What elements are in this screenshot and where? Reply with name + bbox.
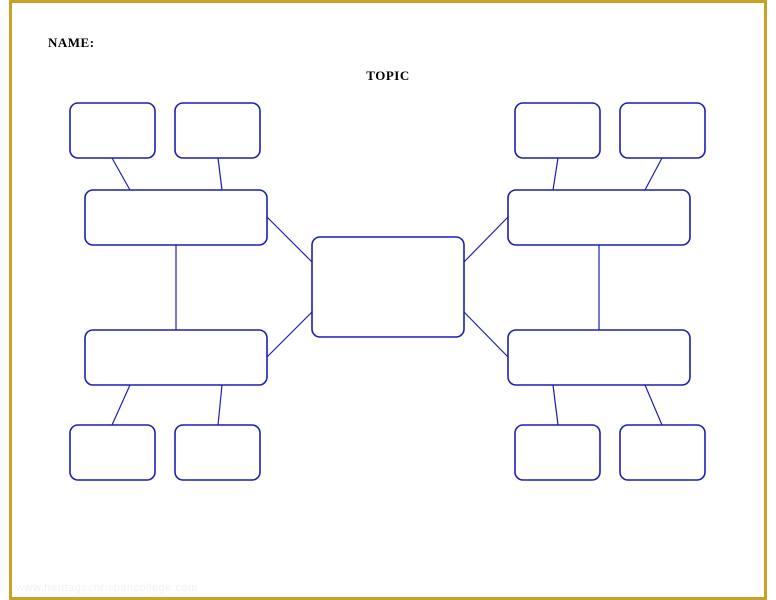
node-l_mid_top bbox=[85, 190, 267, 245]
concept-map-diagram bbox=[0, 0, 776, 600]
node-l_mid_bot bbox=[85, 330, 267, 385]
edge bbox=[645, 158, 662, 190]
edge bbox=[218, 385, 222, 425]
edge bbox=[267, 312, 312, 357]
node-center bbox=[312, 237, 464, 337]
watermark: www.heritagechristiancollege.com bbox=[16, 582, 198, 594]
edge bbox=[267, 217, 312, 262]
edge bbox=[112, 158, 130, 190]
edge bbox=[464, 217, 508, 262]
node-r_top_1 bbox=[515, 103, 600, 158]
node-l_top_1 bbox=[70, 103, 155, 158]
node-r_top_2 bbox=[620, 103, 705, 158]
node-l_top_2 bbox=[175, 103, 260, 158]
edge bbox=[645, 385, 662, 425]
edge bbox=[112, 385, 130, 425]
node-r_bot_2 bbox=[620, 425, 705, 480]
edge bbox=[464, 312, 508, 357]
node-r_mid_bot bbox=[508, 330, 690, 385]
node-r_bot_1 bbox=[515, 425, 600, 480]
node-r_mid_top bbox=[508, 190, 690, 245]
node-l_bot_2 bbox=[175, 425, 260, 480]
edge bbox=[553, 158, 558, 190]
node-l_bot_1 bbox=[70, 425, 155, 480]
edge bbox=[218, 158, 222, 190]
edge bbox=[553, 385, 558, 425]
